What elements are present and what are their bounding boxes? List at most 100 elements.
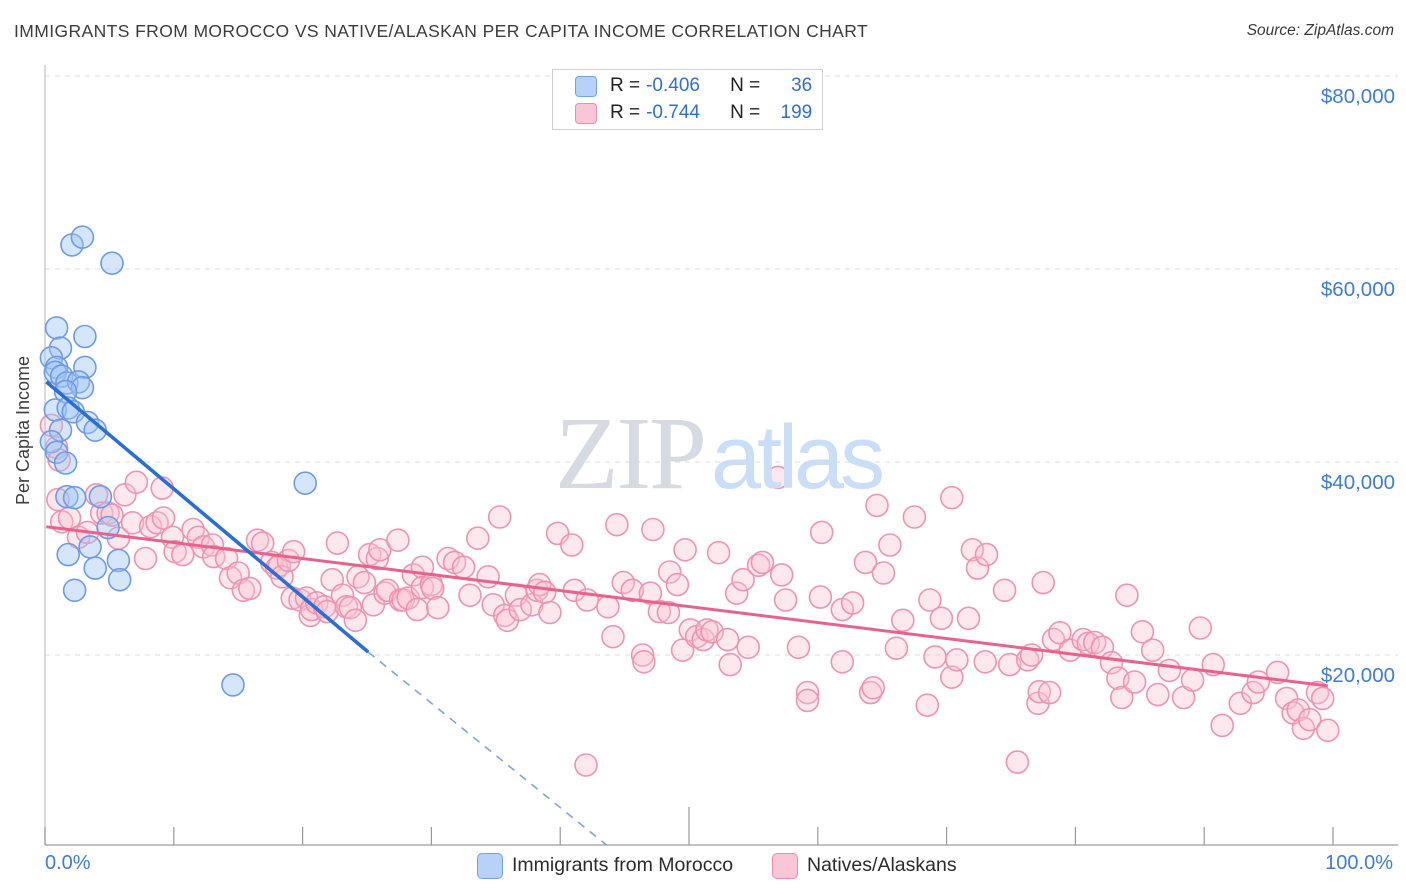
data-point-natives (611, 570, 636, 595)
data-point-natives (343, 608, 368, 633)
data-point-natives (884, 636, 909, 661)
data-point-natives (992, 578, 1017, 603)
data-point-natives (786, 635, 811, 660)
data-point-natives (795, 688, 820, 713)
data-point-morocco (48, 336, 73, 360)
data-point-natives (673, 537, 697, 562)
r-value-natives: -0.744 (646, 102, 700, 123)
data-point-natives (1298, 707, 1322, 732)
data-point-natives (352, 570, 377, 595)
data-point-natives (138, 514, 163, 539)
data-point-natives (338, 595, 363, 620)
data-point-morocco (53, 451, 78, 475)
data-point-natives (451, 555, 476, 580)
data-point-natives (368, 537, 392, 562)
data-point-morocco (73, 355, 97, 380)
data-point-natives (386, 528, 410, 553)
data-point-natives (871, 561, 896, 585)
data-point-natives (1241, 680, 1265, 705)
data-point-natives (1210, 713, 1234, 738)
natives-trend-line (46, 525, 1328, 688)
data-point-natives (1130, 619, 1155, 644)
data-point-natives (151, 506, 176, 530)
data-point-natives (830, 649, 855, 674)
data-point-natives (657, 560, 682, 584)
data-point-natives (532, 580, 557, 605)
r-label: R = (610, 75, 641, 96)
legend-item-natives: Natives/Alaskans (772, 851, 957, 880)
data-point-morocco (293, 471, 318, 496)
data-point-natives (487, 505, 512, 529)
data-point-natives (620, 578, 645, 603)
data-point-natives (865, 493, 889, 518)
data-point-natives (960, 537, 985, 562)
data-point-morocco (44, 316, 69, 340)
data-point-natives (665, 572, 690, 597)
data-point-natives (1031, 570, 1055, 595)
data-point-natives (997, 652, 1022, 677)
morocco-swatch-icon (575, 75, 597, 97)
data-point-natives (724, 581, 749, 606)
data-point-natives (508, 597, 533, 622)
stats-row-natives: R = -0.744 N = 199 (575, 101, 822, 125)
data-point-natives (647, 599, 672, 624)
legend-swatch-pink-icon (772, 852, 798, 879)
data-point-natives (965, 556, 990, 580)
data-point-natives (1188, 616, 1213, 640)
data-point-natives (706, 540, 731, 565)
data-point-morocco (221, 673, 245, 697)
data-point-morocco (78, 535, 102, 559)
data-point-natives (700, 619, 725, 644)
legend-label-morocco: Immigrants from Morocco (512, 854, 734, 876)
data-point-morocco (83, 556, 107, 580)
n-label: N = (730, 102, 761, 123)
data-point-natives (1076, 631, 1101, 656)
data-point-natives (641, 517, 665, 542)
data-point-natives (171, 542, 195, 567)
n-label: N = (730, 75, 761, 96)
legend-swatch-blue-icon (477, 852, 503, 879)
x-axis-min-label: 0.0% (45, 852, 91, 874)
data-point-natives (923, 645, 947, 669)
data-point-morocco (70, 225, 95, 249)
data-point-natives (133, 546, 158, 571)
x-axis-max-label: 100.0% (1325, 852, 1393, 874)
data-point-morocco (107, 567, 132, 592)
data-point-natives (420, 576, 445, 601)
data-point-natives (656, 600, 681, 625)
data-point-natives (238, 576, 262, 601)
data-point-natives (630, 643, 655, 667)
data-point-natives (596, 594, 620, 619)
data-point-morocco (39, 429, 64, 454)
chart-title: IMMIGRANTS FROM MOROCCO VS NATIVE/ALASKA… (14, 21, 869, 41)
n-value-morocco: 36 (791, 75, 813, 96)
data-point-natives (956, 606, 981, 631)
data-point-natives (939, 485, 964, 510)
data-point-natives (1037, 680, 1062, 705)
data-point-natives (795, 680, 820, 705)
y-tick-label: $80,000 (1320, 85, 1395, 108)
data-point-natives (890, 608, 915, 633)
data-point-natives (315, 599, 339, 624)
data-point-natives (1005, 750, 1030, 774)
data-point-morocco (56, 542, 80, 567)
data-point-natives (1157, 658, 1182, 683)
n-value-natives: 199 (780, 102, 813, 123)
data-point-natives (1115, 583, 1139, 608)
y-tick-label: $40,000 (1320, 471, 1395, 494)
data-point-natives (773, 588, 798, 612)
data-point-morocco (88, 484, 113, 509)
data-point-natives (766, 465, 790, 490)
data-point-natives (425, 595, 450, 620)
data-point-natives (1146, 682, 1170, 707)
data-point-morocco (55, 484, 79, 509)
data-point-natives (124, 470, 149, 495)
stats-row-morocco: R = -0.406 N = 36 (575, 74, 822, 98)
data-point-natives (476, 564, 500, 589)
data-point-natives (574, 753, 598, 777)
source-attribution: Source: ZipAtlas.com (1246, 22, 1394, 39)
y-tick-label: $20,000 (1320, 664, 1395, 687)
data-point-natives (878, 533, 902, 557)
data-point-natives (1048, 620, 1072, 645)
